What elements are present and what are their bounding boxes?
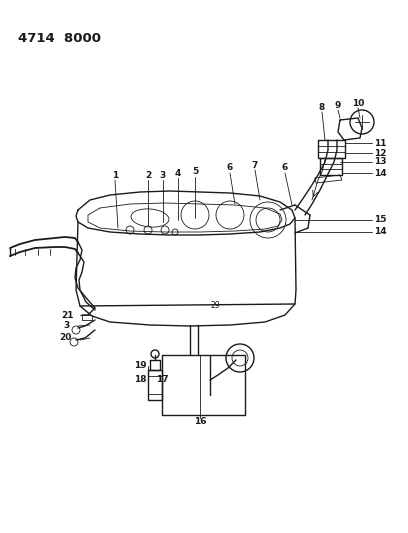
Text: 29: 29 [210, 301, 220, 310]
Text: 3: 3 [160, 171, 166, 180]
Text: 6: 6 [227, 164, 233, 173]
Text: 17: 17 [156, 376, 169, 384]
Text: 4: 4 [175, 168, 181, 177]
Text: 3: 3 [63, 320, 69, 329]
Text: 18: 18 [134, 376, 146, 384]
Text: 14: 14 [374, 228, 386, 237]
Text: 8: 8 [319, 103, 325, 112]
Text: 5: 5 [192, 167, 198, 176]
Text: 20: 20 [59, 334, 71, 343]
Text: 7: 7 [252, 160, 258, 169]
Text: 6: 6 [282, 164, 288, 173]
Text: 2: 2 [145, 171, 151, 180]
Text: 12: 12 [374, 149, 386, 157]
Text: 14: 14 [374, 168, 386, 177]
Text: 4714  8000: 4714 8000 [18, 31, 101, 44]
Text: 21: 21 [62, 311, 74, 319]
Text: 10: 10 [352, 100, 364, 109]
Text: 9: 9 [335, 101, 341, 110]
Text: 11: 11 [374, 139, 386, 148]
Text: 13: 13 [374, 157, 386, 166]
Text: 19: 19 [134, 361, 146, 370]
Text: 1: 1 [112, 171, 118, 180]
Text: 16: 16 [194, 417, 206, 426]
Text: 15: 15 [374, 215, 386, 224]
